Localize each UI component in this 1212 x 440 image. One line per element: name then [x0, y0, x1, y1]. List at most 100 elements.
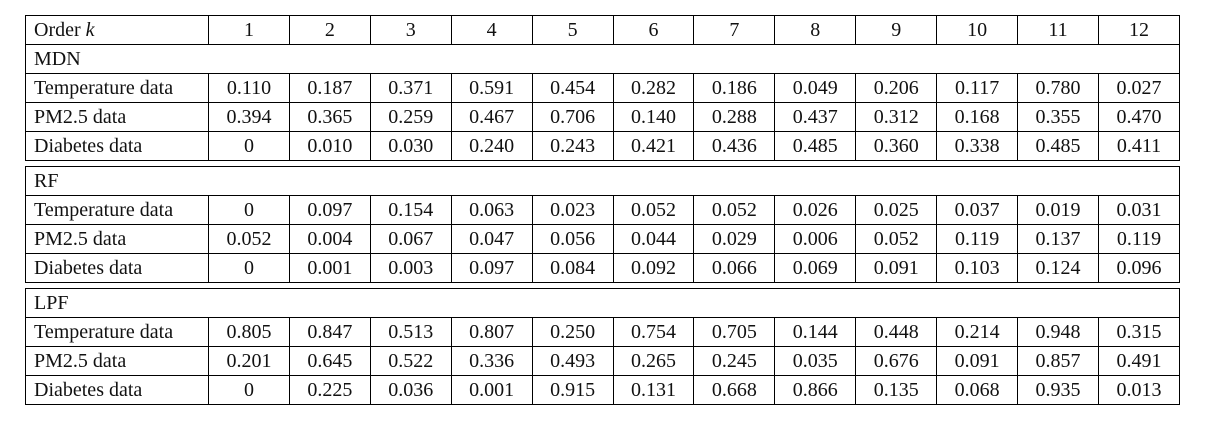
data-cell: 0.436 [693, 131, 776, 161]
data-cell: 0.338 [936, 131, 1019, 161]
section-row: RF [25, 166, 1180, 196]
header-order-value: 10 [936, 15, 1019, 45]
header-order-label: Order k [25, 15, 209, 45]
data-cell: 0.140 [612, 102, 695, 132]
data-cell: 0.365 [288, 102, 371, 132]
header-order-value: 3 [369, 15, 452, 45]
data-cell: 0.915 [531, 375, 614, 405]
data-cell: 0.052 [855, 224, 938, 254]
header-order-value: 8 [774, 15, 857, 45]
data-cell: 0.124 [1017, 253, 1099, 283]
data-cell: 0.091 [855, 253, 938, 283]
data-cell: 0.394 [208, 102, 290, 132]
data-cell: 0.312 [855, 102, 938, 132]
data-cell: 0.485 [1017, 131, 1099, 161]
data-cell: 0.336 [450, 346, 533, 376]
data-cell: 0.066 [693, 253, 776, 283]
data-cell: 0.522 [369, 346, 452, 376]
row-label: Diabetes data [25, 131, 209, 161]
data-cell: 0.097 [288, 195, 371, 225]
section-row: LPF [25, 288, 1180, 318]
data-cell: 0.705 [693, 317, 776, 347]
data-cell: 0.047 [450, 224, 533, 254]
data-cell: 0.084 [531, 253, 614, 283]
data-cell: 0.259 [369, 102, 452, 132]
data-cell: 0.187 [288, 73, 371, 103]
results-table: Order k 1 2 3 4 5 6 7 8 9 10 11 12 MDN Temperature dat… [25, 15, 1181, 410]
header-row: Order k 1 2 3 4 5 6 7 8 9 10 11 12 [25, 15, 1181, 45]
data-cell: 0.805 [208, 317, 290, 347]
data-row: PM2.5 data 0.052 0.004 0.067 0.047 0.056 0.044… [25, 224, 1181, 254]
data-cell: 0.437 [774, 102, 857, 132]
data-cell: 0.092 [612, 253, 695, 283]
data-cell: 0.676 [855, 346, 938, 376]
data-cell: 0.096 [1097, 253, 1181, 283]
data-cell: 0.013 [1097, 375, 1181, 405]
data-cell: 0.186 [693, 73, 776, 103]
data-cell: 0.668 [693, 375, 776, 405]
data-cell: 0.371 [369, 73, 452, 103]
row-label: Temperature data [25, 195, 209, 225]
data-row: Temperature data 0.805 0.847 0.513 0.807 0.25… [25, 317, 1181, 347]
data-cell: 0.049 [774, 73, 857, 103]
data-cell: 0 [208, 131, 290, 161]
data-cell: 0.029 [693, 224, 776, 254]
data-cell: 0.026 [774, 195, 857, 225]
data-cell: 0.023 [531, 195, 614, 225]
header-order-value: 6 [612, 15, 695, 45]
header-order-value: 2 [288, 15, 371, 45]
data-cell: 0.052 [208, 224, 290, 254]
data-cell: 0.103 [936, 253, 1019, 283]
data-cell: 0.847 [288, 317, 371, 347]
data-cell: 0.052 [693, 195, 776, 225]
section-name: RF [25, 166, 1180, 196]
data-cell: 0.807 [450, 317, 533, 347]
data-row: PM2.5 data 0.394 0.365 0.259 0.467 0.706 0.140… [25, 102, 1181, 132]
data-cell: 0.044 [612, 224, 695, 254]
data-cell: 0.225 [288, 375, 371, 405]
data-cell: 0.030 [369, 131, 452, 161]
data-cell: 0.135 [855, 375, 938, 405]
section-name: LPF [25, 288, 1180, 318]
data-cell: 0.119 [936, 224, 1019, 254]
table-block-mdn: Order k 1 2 3 4 5 6 7 8 9 10 11 12 MDN Temperature dat… [25, 15, 1181, 161]
row-label: Diabetes data [25, 375, 209, 405]
data-cell: 0.355 [1017, 102, 1099, 132]
data-cell: 0.421 [612, 131, 695, 161]
data-cell: 0.010 [288, 131, 371, 161]
table-block-lpf: LPF Temperature data 0.805 0.847 0.513 0.807 0… [25, 288, 1181, 405]
data-cell: 0.245 [693, 346, 776, 376]
data-cell: 0.067 [369, 224, 452, 254]
data-cell: 0.645 [288, 346, 371, 376]
data-cell: 0.144 [774, 317, 857, 347]
header-order-text: Order [34, 19, 81, 41]
data-cell: 0.097 [450, 253, 533, 283]
data-cell: 0.031 [1097, 195, 1181, 225]
data-cell: 0.119 [1097, 224, 1181, 254]
data-cell: 0.485 [774, 131, 857, 161]
data-cell: 0.117 [936, 73, 1019, 103]
data-cell: 0.019 [1017, 195, 1099, 225]
data-cell: 0.265 [612, 346, 695, 376]
data-row: Temperature data 0 0.097 0.154 0.063 0.023 0.0… [25, 195, 1181, 225]
data-cell: 0.154 [369, 195, 452, 225]
table-block-rf: RF Temperature data 0 0.097 0.154 0.063 0.023 0… [25, 166, 1181, 283]
data-cell: 0.004 [288, 224, 371, 254]
data-cell: 0.001 [450, 375, 533, 405]
data-cell: 0.243 [531, 131, 614, 161]
data-cell: 0.001 [288, 253, 371, 283]
data-cell: 0.091 [936, 346, 1019, 376]
data-cell: 0.448 [855, 317, 938, 347]
header-order-symbol: k [85, 19, 95, 41]
data-cell: 0.131 [612, 375, 695, 405]
data-cell: 0.168 [936, 102, 1019, 132]
data-cell: 0.250 [531, 317, 614, 347]
row-label: PM2.5 data [25, 224, 209, 254]
data-cell: 0.036 [369, 375, 452, 405]
data-cell: 0 [208, 195, 290, 225]
data-cell: 0.411 [1097, 131, 1181, 161]
data-row: Diabetes data 0 0.225 0.036 0.001 0.915 0.131 0… [25, 375, 1181, 405]
data-cell: 0.068 [936, 375, 1019, 405]
data-cell: 0.360 [855, 131, 938, 161]
data-cell: 0.214 [936, 317, 1019, 347]
